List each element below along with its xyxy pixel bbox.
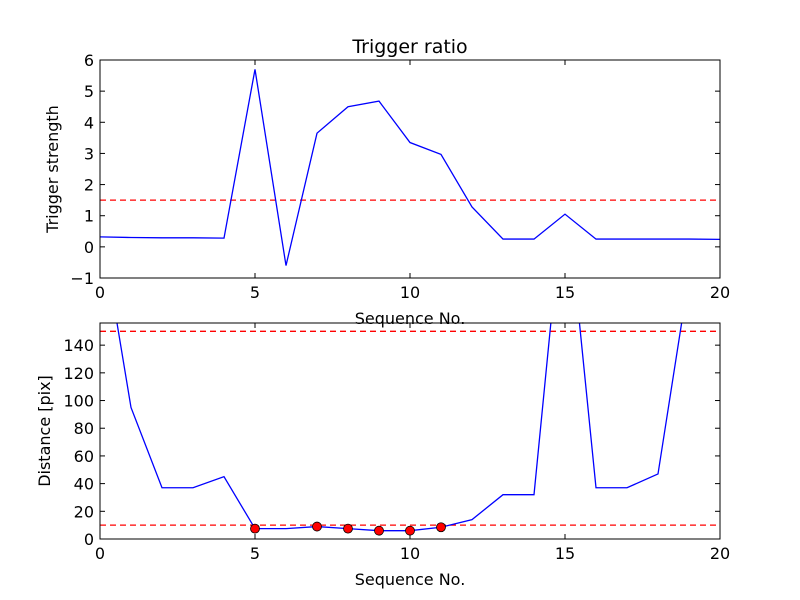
bottom-data-point <box>312 521 322 532</box>
top-series-line <box>100 69 720 266</box>
bottom-series-group <box>116 323 683 532</box>
top-y-tick-label: −1 <box>70 269 94 288</box>
bottom-y-tick-label: 80 <box>74 419 94 438</box>
top-x-tick-label: 5 <box>250 283 260 302</box>
bottom-x-tick-label: 20 <box>710 544 730 563</box>
top-axes-frame <box>99 59 721 279</box>
top-y-tick-label: 1 <box>84 207 94 226</box>
top-y-tick-label: 2 <box>84 176 94 195</box>
bottom-x-tick-label: 15 <box>555 544 575 563</box>
bottom-y-tick-label: 100 <box>63 392 94 411</box>
bottom-axes-frame <box>99 322 721 540</box>
bottom-y-tick-label: 0 <box>84 530 94 549</box>
bottom-threshold-lines <box>100 330 720 526</box>
chart-title: Trigger ratio <box>351 36 467 58</box>
bottom-data-point <box>436 522 446 533</box>
bottom-y-tick-label: 120 <box>63 364 94 383</box>
top-y-tick-label: 5 <box>84 82 94 101</box>
bottom-data-point <box>405 525 415 536</box>
bottom-points <box>250 521 446 536</box>
bottom-x-axis-label: Sequence No. <box>355 570 466 589</box>
top-x-tick-label: 10 <box>400 283 420 302</box>
bottom-x-tick-label: 0 <box>95 544 105 563</box>
bottom-data-point <box>250 523 260 534</box>
top-y-tick-label: 4 <box>84 113 94 132</box>
top-series-group <box>100 69 720 266</box>
top-y-axis-label: Trigger strength <box>43 105 62 234</box>
top-x-tick-label: 20 <box>710 283 730 302</box>
top-y-tick-label: 6 <box>84 51 94 70</box>
top-x-tick-label: 0 <box>95 283 105 302</box>
top-x-tick-label: 15 <box>555 283 575 302</box>
top-y-tick-label: 0 <box>84 238 94 257</box>
bottom-data-point <box>343 523 353 534</box>
bottom-series-line <box>116 323 683 532</box>
bottom-y-axis-label: Distance [pix] <box>35 375 54 487</box>
bottom-y-tick-label: 60 <box>74 447 94 466</box>
bottom-y-tick-label: 20 <box>74 502 94 521</box>
top-y-tick-label: 3 <box>84 144 94 163</box>
bottom-x-tick-label: 5 <box>250 544 260 563</box>
bottom-y-tick-label: 140 <box>63 336 94 355</box>
bottom-y-tick-label: 40 <box>74 475 94 494</box>
bottom-x-tick-label: 10 <box>400 544 420 563</box>
bottom-data-point <box>374 525 384 536</box>
bottom-ticks: 0 5 10 15 20 0 20 40 60 80 100 120 140 <box>63 323 730 563</box>
